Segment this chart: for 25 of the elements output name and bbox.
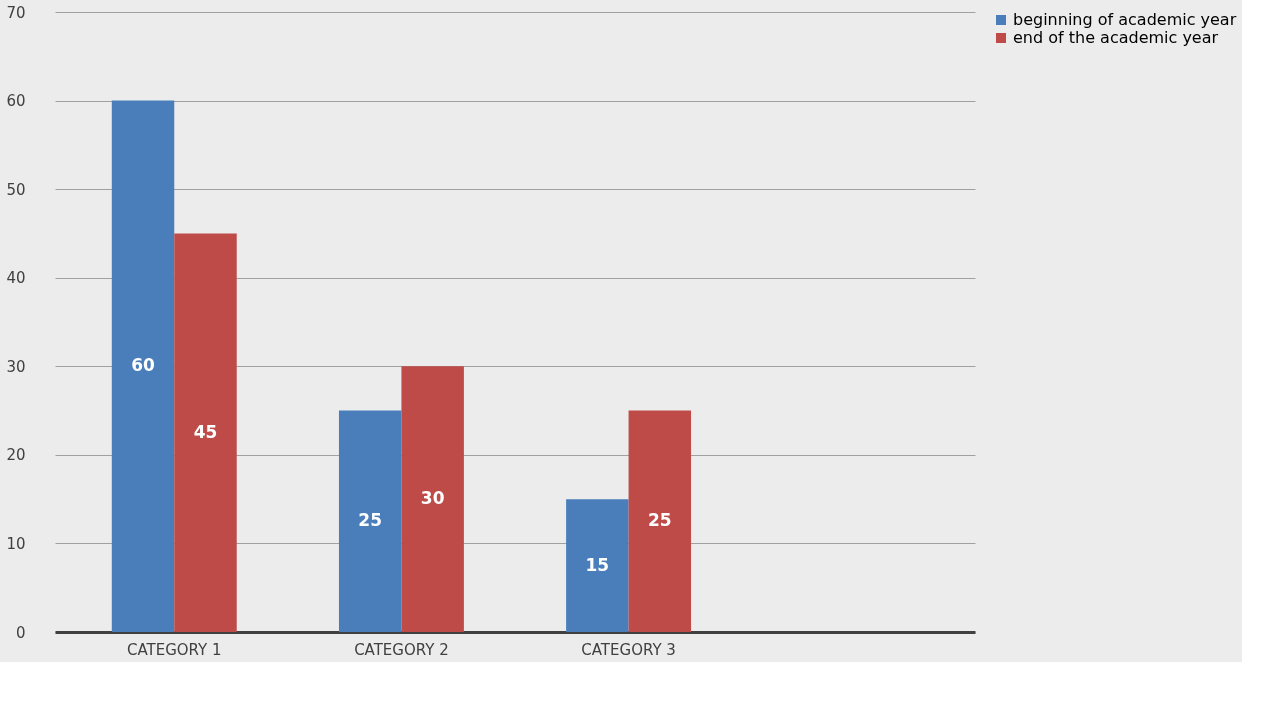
legend-label: beginning of academic year: [1013, 10, 1237, 29]
x-tick-label: CATEGORY 3: [581, 640, 676, 659]
y-tick-label: 30: [6, 357, 26, 376]
bar: [401, 366, 464, 632]
legend-label: end of the academic year: [1013, 28, 1219, 47]
data-label: 60: [131, 355, 156, 376]
data-label: 45: [193, 421, 218, 442]
bar: [628, 410, 692, 632]
y-tick-label: 10: [6, 534, 26, 553]
data-label: 25: [647, 510, 672, 531]
y-tick-label: 70: [6, 3, 26, 22]
x-tick-label: CATEGORY 2: [354, 640, 449, 659]
bar: [566, 499, 629, 632]
bar: [174, 233, 237, 632]
data-label: 15: [585, 554, 610, 575]
y-tick-label: 0: [15, 623, 26, 642]
y-tick-label: 50: [6, 180, 26, 199]
x-tick-label: CATEGORY 1: [126, 640, 222, 659]
bar: [338, 410, 402, 632]
data-label: 30: [420, 488, 445, 509]
y-tick-label: 40: [6, 269, 26, 288]
y-tick-label: 20: [6, 446, 26, 465]
y-tick-label: 60: [6, 92, 26, 111]
bar: [111, 100, 175, 632]
data-label: 25: [358, 510, 383, 531]
